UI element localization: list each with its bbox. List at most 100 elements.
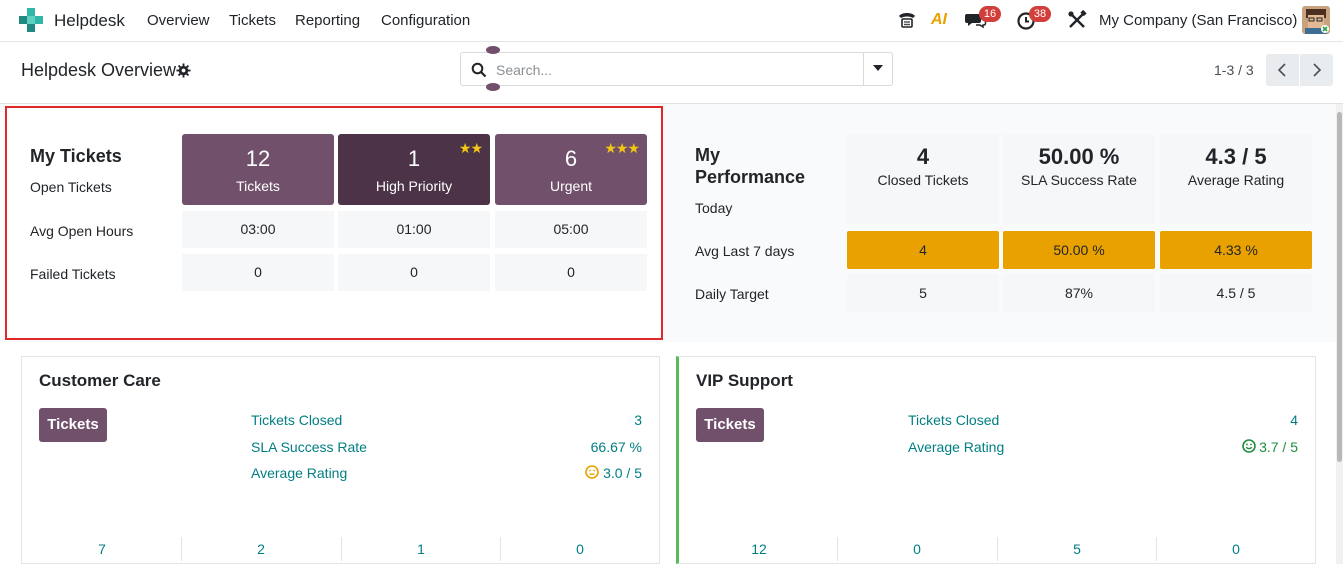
tickets-tile[interactable]: 12 Tickets — [182, 134, 334, 205]
team-tickets-button[interactable]: Tickets — [39, 408, 107, 442]
priority-stars-icon: ★★ — [458, 140, 483, 156]
avg7-sla-success: 50.00 % — [1003, 231, 1155, 269]
pager-previous-button[interactable] — [1266, 54, 1299, 86]
drag-handle-top[interactable] — [486, 46, 500, 54]
sla-success-head: 50.00 % SLA Success Rate — [1003, 134, 1155, 224]
scrollbar-thumb[interactable] — [1337, 112, 1342, 462]
tickets-count: 12 — [245, 146, 271, 171]
smiley-face-icon — [1242, 439, 1256, 453]
footer-count-3[interactable]: 5 — [1073, 541, 1081, 557]
company-switcher[interactable]: My Company (San Francisco) — [1099, 12, 1298, 29]
target-average-rating: 4.5 / 5 — [1160, 274, 1312, 312]
footer-divider — [341, 537, 342, 561]
search-bar[interactable] — [460, 52, 893, 86]
team-card-vip-support: VIP Support Tickets Tickets Closed 4 Ave… — [676, 356, 1316, 564]
performance-title-line2: Performance — [695, 167, 806, 187]
messages-badge: 16 — [979, 6, 1001, 22]
footer-divider — [181, 537, 182, 561]
failed-tickets-label: Failed Tickets — [30, 266, 116, 282]
drag-handle-bottom[interactable] — [486, 83, 500, 91]
average-rating-value: 4.3 / 5 — [1205, 144, 1267, 169]
my-tickets-title: My Tickets — [30, 146, 122, 166]
menu-configuration[interactable]: Configuration — [381, 12, 471, 29]
menu-overview[interactable]: Overview — [147, 12, 210, 29]
footer-count-1[interactable]: 7 — [98, 541, 106, 557]
avg-hours-high-priority[interactable]: 01:00 — [338, 211, 490, 248]
kpi-tickets-closed-value[interactable]: 3 — [634, 412, 642, 428]
footer-count-2[interactable]: 0 — [913, 541, 921, 557]
closed-tickets-caption: Closed Tickets — [877, 172, 969, 188]
team-name[interactable]: VIP Support — [696, 371, 793, 390]
footer-divider — [1156, 537, 1157, 561]
tickets-caption: Tickets — [236, 178, 280, 194]
team-tickets-button[interactable]: Tickets — [696, 408, 764, 442]
phone-icon[interactable] — [896, 9, 918, 31]
footer-divider — [997, 537, 998, 561]
top-navbar: Helpdesk Overview Tickets Reporting Conf… — [0, 0, 1343, 42]
footer-count-4[interactable]: 0 — [576, 541, 584, 557]
footer-count-4[interactable]: 0 — [1232, 541, 1240, 557]
control-panel: Helpdesk Overview 1-3 / 3 — [0, 42, 1343, 104]
kpi-tickets-closed-label[interactable]: Tickets Closed — [908, 412, 1000, 428]
my-tickets-panel: My Tickets Open Tickets Avg Open Hours F… — [5, 106, 663, 340]
open-tickets-label: Open Tickets — [30, 179, 112, 195]
gear-icon[interactable] — [176, 63, 191, 78]
app-name[interactable]: Helpdesk — [54, 11, 125, 30]
footer-count-2[interactable]: 2 — [257, 541, 265, 557]
sla-success-value: 50.00 % — [1038, 144, 1120, 169]
failed-urgent[interactable]: 0 — [495, 254, 647, 291]
high-priority-count: 1 — [407, 146, 421, 171]
kpi-average-rating-label[interactable]: Average Rating — [908, 439, 1005, 455]
tools-icon[interactable] — [1066, 9, 1088, 31]
kpi-sla-success-label[interactable]: SLA Success Rate — [251, 439, 367, 455]
search-divider — [863, 53, 864, 85]
sla-success-caption: SLA Success Rate — [1021, 172, 1137, 188]
kpi-tickets-closed-value[interactable]: 4 — [1290, 412, 1298, 428]
activities-badge: 38 — [1029, 6, 1051, 22]
today-label: Today — [695, 200, 733, 216]
footer-count-1[interactable]: 12 — [751, 541, 767, 557]
search-icon — [471, 62, 487, 78]
daily-target-label: Daily Target — [695, 286, 769, 302]
kpi-sla-success-value[interactable]: 66.67 % — [590, 439, 642, 455]
team-name[interactable]: Customer Care — [39, 371, 161, 390]
kpi-average-rating-label[interactable]: Average Rating — [251, 465, 348, 481]
menu-reporting[interactable]: Reporting — [295, 12, 361, 29]
chevron-left-icon — [1277, 63, 1286, 77]
kpi-average-rating-value[interactable]: 3.0 / 5 — [603, 465, 642, 481]
page-title: Helpdesk Overview — [21, 60, 177, 80]
high-priority-caption: High Priority — [375, 178, 453, 194]
menu-tickets[interactable]: Tickets — [229, 12, 276, 29]
urgent-stars-icon: ★★★ — [604, 140, 640, 156]
search-input[interactable] — [494, 59, 858, 81]
avg-last-7-days-label: Avg Last 7 days — [695, 243, 795, 259]
footer-divider — [500, 537, 501, 561]
avg-open-hours-label: Avg Open Hours — [30, 223, 134, 239]
team-card-customer-care: Customer Care Tickets Tickets Closed 3 S… — [21, 356, 660, 564]
user-avatar[interactable] — [1302, 6, 1330, 34]
avg-hours-tickets[interactable]: 03:00 — [182, 211, 334, 248]
footer-count-3[interactable]: 1 — [417, 541, 425, 557]
avg7-closed-tickets: 4 — [847, 231, 999, 269]
urgent-tile[interactable]: ★★★ 6 Urgent — [495, 134, 647, 205]
closed-tickets-head: 4 Closed Tickets — [847, 134, 999, 224]
ai-icon[interactable]: AI — [931, 11, 947, 28]
failed-high-priority[interactable]: 0 — [338, 254, 490, 291]
urgent-count: 6 — [564, 146, 578, 171]
neutral-face-icon — [585, 465, 599, 479]
chevron-right-icon — [1313, 63, 1322, 77]
urgent-caption: Urgent — [549, 178, 593, 194]
pager-next-button[interactable] — [1300, 54, 1333, 86]
kpi-average-rating-value[interactable]: 3.7 / 5 — [1259, 439, 1298, 455]
helpdesk-logo-icon[interactable] — [19, 8, 43, 32]
search-options-toggle[interactable] — [873, 65, 883, 71]
target-sla-success: 87% — [1003, 274, 1155, 312]
footer-divider — [837, 537, 838, 561]
avg-hours-urgent[interactable]: 05:00 — [495, 211, 647, 248]
performance-title-line1: My — [695, 145, 721, 165]
kpi-tickets-closed-label[interactable]: Tickets Closed — [251, 412, 343, 428]
avg7-average-rating: 4.33 % — [1160, 231, 1312, 269]
pager-value[interactable]: 1-3 / 3 — [1214, 62, 1254, 78]
high-priority-tile[interactable]: ★★ 1 High Priority — [338, 134, 490, 205]
failed-tickets[interactable]: 0 — [182, 254, 334, 291]
